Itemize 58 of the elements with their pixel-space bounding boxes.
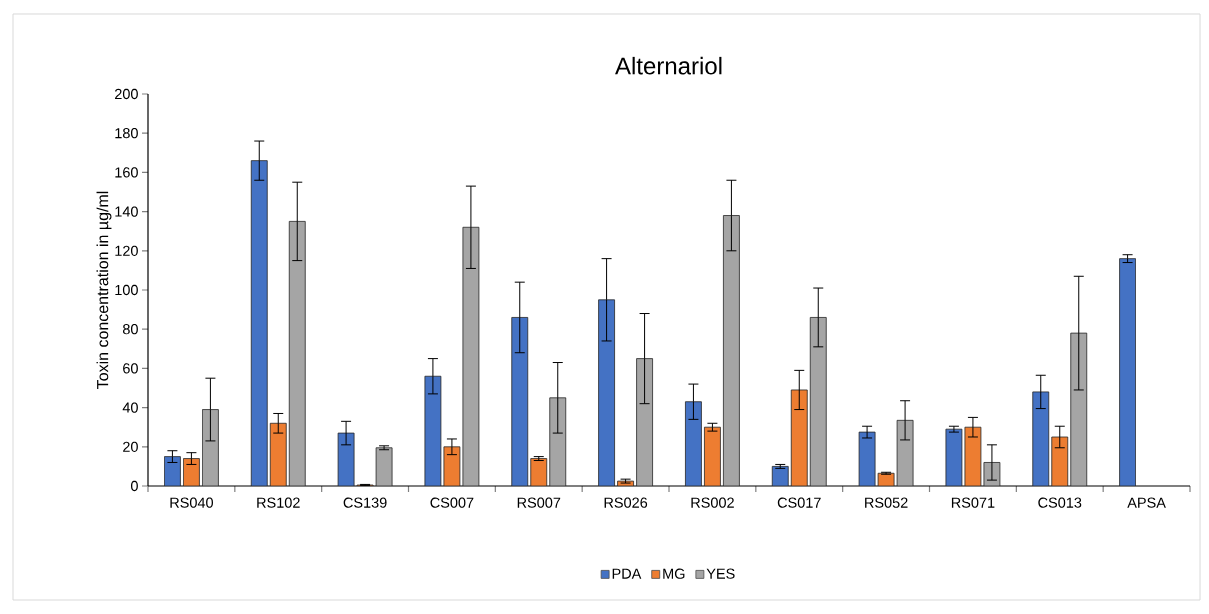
legend-label: MG: [663, 568, 685, 579]
bar: [809, 317, 827, 486]
bar: [790, 389, 808, 486]
legend-label: PDA: [612, 568, 642, 579]
x-tick-label: CS017: [777, 497, 821, 508]
y-tick-label: 60: [123, 363, 138, 374]
bar: [598, 299, 615, 486]
y-tick-label: 160: [115, 167, 138, 178]
y-tick-label: 80: [122, 324, 138, 335]
x-tick-label: RS026: [604, 497, 648, 508]
y-tick-label: 200: [115, 88, 138, 100]
bar: [896, 419, 914, 486]
chart-title: Alternariol: [615, 56, 722, 75]
bar: [375, 447, 393, 486]
x-tick-label: CS013: [1038, 497, 1082, 508]
y-tick-label: 20: [123, 441, 138, 452]
x-tick-label: CS007: [430, 497, 474, 508]
bar: [964, 426, 982, 486]
y-tick-label: 40: [122, 402, 138, 413]
y-axis-title: Toxin concentration in µg/ml: [96, 191, 112, 389]
x-tick-label: RS102: [257, 497, 300, 508]
y-tick-label: 0: [130, 480, 138, 492]
x-tick-label: RS007: [517, 497, 561, 508]
y-tick-label: 120: [115, 245, 138, 256]
bar: [269, 422, 287, 486]
bar: [704, 426, 721, 486]
x-tick-label: CS139: [343, 497, 387, 508]
bar: [1032, 391, 1050, 486]
bar: [1119, 258, 1136, 486]
bar: [462, 226, 480, 486]
bar: [945, 428, 963, 486]
bar: [443, 446, 461, 486]
bar: [1051, 436, 1069, 486]
bar: [164, 456, 181, 486]
bar: [250, 160, 268, 486]
bar: [288, 220, 306, 486]
x-tick-label: RS052: [865, 497, 908, 508]
bar: [858, 431, 876, 486]
bar: [723, 215, 740, 486]
y-tick-label: 140: [115, 206, 138, 217]
x-tick-label: RS002: [691, 497, 734, 508]
y-tick-label: 180: [115, 128, 138, 139]
legend-label: YES: [706, 568, 735, 579]
bar: [337, 432, 355, 486]
bar: [202, 409, 219, 486]
y-tick-label: 100: [115, 284, 138, 296]
bar: [511, 317, 529, 486]
bar: [424, 375, 442, 486]
x-tick-label: APSA: [1127, 497, 1166, 508]
bar: [530, 458, 548, 486]
x-tick-label: RS040: [170, 497, 214, 508]
bar: [1070, 332, 1088, 486]
bar: [549, 397, 567, 486]
bar: [685, 401, 702, 486]
bar: [636, 358, 653, 486]
bar: [771, 466, 789, 486]
bar: [183, 458, 200, 486]
x-tick-label: RS071: [951, 497, 995, 508]
